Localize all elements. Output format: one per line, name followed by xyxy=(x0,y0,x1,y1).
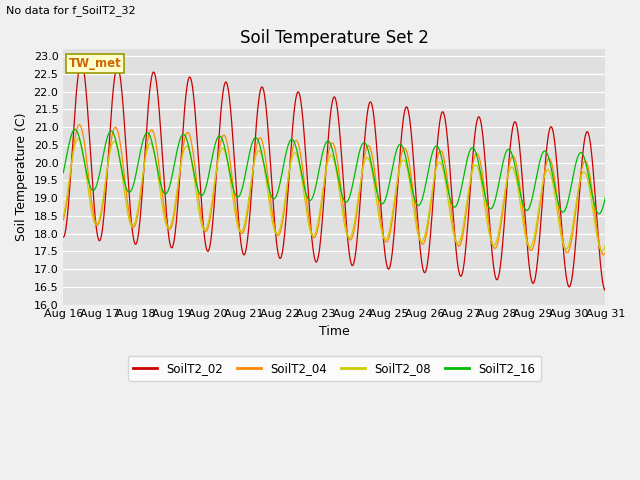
SoilT2_16 xyxy=(419,195,426,201)
SoilT2_16 xyxy=(241,174,249,180)
SoilT2_08 xyxy=(419,238,426,244)
SoilT2_02 xyxy=(419,264,426,270)
SoilT2_02 xyxy=(490,263,497,268)
SoilT2_02 xyxy=(180,111,188,117)
Y-axis label: Soil Temperature (C): Soil Temperature (C) xyxy=(15,112,28,241)
SoilT2_08 xyxy=(241,220,249,226)
SoilT2_08 xyxy=(598,248,606,254)
SoilT2_02 xyxy=(241,251,249,257)
Line: SoilT2_04: SoilT2_04 xyxy=(63,125,605,255)
SoilT2_08 xyxy=(602,243,609,249)
SoilT2_04 xyxy=(76,122,83,128)
Line: SoilT2_08: SoilT2_08 xyxy=(63,139,605,251)
SoilT2_04 xyxy=(602,249,609,255)
SoilT2_02 xyxy=(538,213,545,218)
Text: TW_met: TW_met xyxy=(68,57,122,70)
SoilT2_16 xyxy=(180,132,188,138)
SoilT2_08 xyxy=(490,242,497,248)
SoilT2_16 xyxy=(595,211,603,216)
Title: Soil Temperature Set 2: Soil Temperature Set 2 xyxy=(240,29,429,48)
SoilT2_04 xyxy=(180,138,188,144)
SoilT2_08 xyxy=(60,214,67,219)
SoilT2_02 xyxy=(602,288,609,293)
SoilT2_04 xyxy=(538,192,545,198)
SoilT2_04 xyxy=(600,252,607,258)
SoilT2_04 xyxy=(490,244,497,250)
SoilT2_08 xyxy=(167,222,175,228)
SoilT2_04 xyxy=(419,241,426,247)
SoilT2_04 xyxy=(167,225,175,231)
SoilT2_04 xyxy=(241,225,249,230)
SoilT2_16 xyxy=(490,203,497,208)
SoilT2_04 xyxy=(60,217,67,223)
Line: SoilT2_16: SoilT2_16 xyxy=(63,130,605,214)
SoilT2_16 xyxy=(167,178,175,184)
SoilT2_02 xyxy=(77,59,85,65)
Line: SoilT2_02: SoilT2_02 xyxy=(63,62,605,290)
SoilT2_16 xyxy=(602,195,609,201)
X-axis label: Time: Time xyxy=(319,325,349,338)
SoilT2_08 xyxy=(74,136,82,142)
SoilT2_16 xyxy=(538,153,545,159)
SoilT2_08 xyxy=(180,146,188,152)
Legend: SoilT2_02, SoilT2_04, SoilT2_08, SoilT2_16: SoilT2_02, SoilT2_04, SoilT2_08, SoilT2_… xyxy=(127,356,541,381)
SoilT2_08 xyxy=(538,190,545,196)
SoilT2_02 xyxy=(60,234,67,240)
Text: No data for f_SoilT2_32: No data for f_SoilT2_32 xyxy=(6,5,136,16)
SoilT2_02 xyxy=(167,244,175,250)
SoilT2_16 xyxy=(60,170,67,176)
SoilT2_16 xyxy=(71,127,79,132)
